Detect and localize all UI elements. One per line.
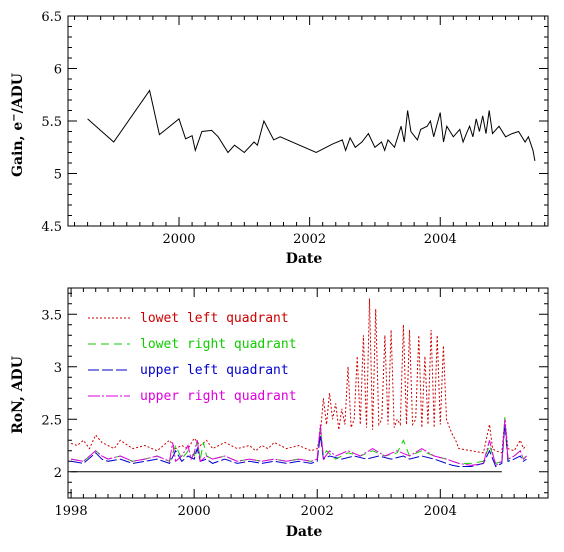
gain-ytick-label: 5.5: [41, 115, 62, 130]
gain-ytick-label: 4.5: [41, 220, 62, 235]
gain-y-axis-label-sup: −: [9, 113, 20, 121]
ron-xtick-label: 2004: [424, 504, 457, 519]
ron-ytick-label: 3.5: [41, 308, 62, 323]
legend-label-2: upper left quadrant: [140, 363, 289, 378]
ron-chart: 1998 2000 2002 2004 2 2.5 3 3.5 lowet left quadr…: [10, 287, 549, 540]
ron-x-axis-label: Date: [286, 524, 323, 540]
legend-label-0: lowet left quadrant: [140, 311, 289, 326]
gain-ytick-label: 5: [54, 168, 62, 183]
gain-x-axis-label: Date: [286, 251, 323, 267]
ron-series-line-0: [70, 298, 527, 454]
ron-frame: [67, 287, 549, 499]
gain-y-axis-label-tail: /ADU: [10, 73, 26, 113]
ron-series-line-2: [71, 424, 527, 468]
ron-series-line-1: [71, 417, 527, 465]
ron-ytick-label: 3: [54, 361, 62, 376]
gain-series-line-0: [87, 89, 536, 161]
gain-y-axis-label: Gain, e−/ADU: [9, 73, 26, 177]
gain-chart: 2000 2002 2004 4.5 5 5.5 6 6.5 Date Gain, e−/ADU: [9, 10, 549, 267]
gain-ytick-label: 6.5: [41, 10, 62, 25]
ron-xtick-label: 2000: [178, 504, 211, 519]
ron-xtick-label: 1998: [55, 504, 88, 519]
ron-ytick-label: 2.5: [41, 413, 62, 428]
gain-y-axis-label-main: Gain, e: [10, 122, 26, 177]
gain-ytick-label: 6: [54, 63, 62, 78]
legend-label-1: lowet right quadrant: [140, 337, 297, 352]
ron-series-line-3: [71, 419, 527, 467]
legend-label-3: upper right quadrant: [140, 389, 297, 404]
ron-ytick-label: 2: [54, 466, 62, 481]
ron-y-axis-label: RoN, ADU: [10, 356, 26, 434]
gain-xtick-label: 2002: [293, 232, 326, 247]
ron-xtick-label: 2002: [301, 504, 334, 519]
gain-xtick-label: 2004: [424, 232, 457, 247]
gain-xtick-label: 2000: [162, 232, 195, 247]
